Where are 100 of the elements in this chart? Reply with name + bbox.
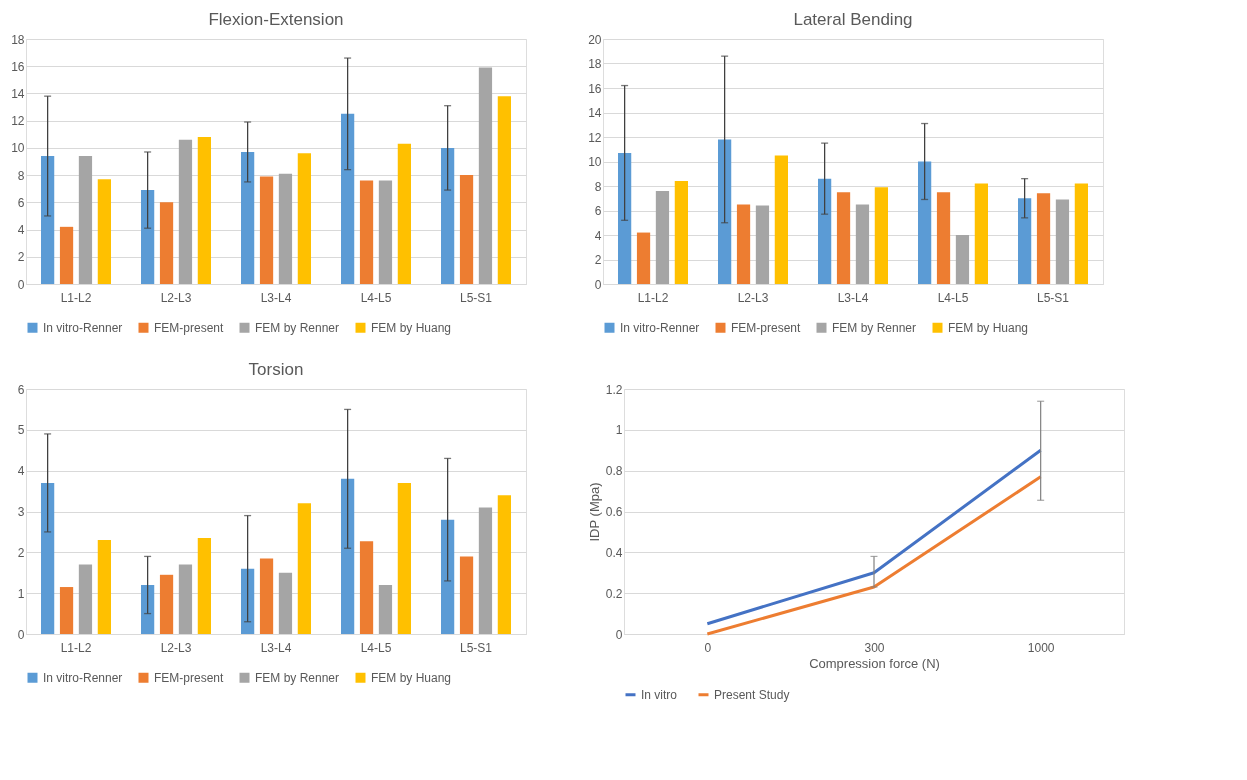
bar (755, 205, 770, 284)
x-tick-label: L3-L4 (260, 290, 292, 305)
x-tick-label: L1-L2 (60, 640, 92, 655)
bar (241, 151, 255, 284)
x-tick-label: 300 (864, 640, 885, 655)
chart-title: Lateral Bending (793, 10, 913, 29)
x-tick-label: L5-S1 (459, 640, 493, 655)
y-tick-label: 16 (588, 81, 602, 96)
bar (297, 153, 311, 284)
bar (974, 183, 988, 284)
y-tick-label: 3 (17, 505, 25, 519)
bar (341, 113, 355, 284)
y-tick-label: 8 (17, 168, 25, 183)
bar (718, 139, 732, 284)
y-tick-label: 1 (17, 586, 25, 601)
bar (459, 556, 474, 634)
y-tick-label: 6 (594, 204, 602, 218)
x-axis-title: Compression force (N) (809, 655, 940, 671)
legend-label: FEM by Renner (255, 320, 340, 335)
bar (41, 156, 55, 284)
y-tick-label: 0.8 (605, 464, 623, 479)
y-tick-label: 10 (588, 155, 602, 169)
y-tick-label: 20 (588, 32, 602, 47)
x-tick-label: L4-L5 (360, 640, 392, 655)
y-tick-label: 0 (17, 277, 25, 292)
bar (97, 179, 111, 284)
x-tick-label: L5-S1 (1036, 290, 1070, 305)
y-tick-label: 0 (594, 277, 602, 292)
bar (1018, 198, 1032, 284)
y-tick-label: 2 (17, 545, 25, 560)
bar (478, 67, 493, 284)
y-tick-label: 14 (588, 106, 602, 120)
y-tick-label: 6 (17, 382, 25, 397)
bar (197, 137, 211, 284)
bar (259, 176, 274, 284)
bar (41, 482, 55, 634)
bar (441, 519, 455, 634)
bar (955, 235, 970, 284)
legend-label: In vitro (641, 687, 678, 702)
bar (1055, 199, 1070, 284)
y-tick-label: 0.4 (605, 545, 623, 560)
x-tick-label: 1000 (1027, 640, 1055, 655)
bar (159, 574, 174, 634)
y-tick-label: 4 (17, 223, 25, 238)
x-tick-label: L2-L3 (160, 640, 192, 655)
x-tick-label: L5-S1 (459, 290, 493, 305)
x-tick-label: 0 (704, 640, 712, 655)
legend-label: Present Study (714, 687, 790, 702)
legend-label: FEM by Renner (832, 320, 917, 335)
x-tick-label: L4-L5 (937, 290, 969, 305)
bar (197, 538, 211, 634)
bar (936, 192, 951, 284)
legend-label: FEM by Huang (371, 670, 452, 685)
bar (497, 495, 511, 634)
chart-title: Torsion (248, 360, 304, 379)
y-tick-label: 12 (11, 114, 25, 129)
bar (278, 173, 293, 284)
x-tick-label: L2-L3 (737, 290, 769, 305)
legend-label: FEM-present (154, 320, 225, 335)
bar (159, 202, 174, 284)
bar (1036, 193, 1051, 284)
y-axis-title: IDP (Mpa) (586, 482, 602, 542)
y-tick-label: 16 (11, 59, 25, 74)
bar (178, 564, 193, 634)
bar (78, 156, 93, 284)
y-tick-label: 10 (11, 141, 25, 156)
bar (397, 482, 411, 634)
bar (1074, 183, 1088, 284)
bar (259, 558, 274, 634)
bar (918, 161, 932, 284)
bar (397, 143, 411, 284)
y-tick-label: 6 (17, 195, 25, 210)
bar (441, 147, 455, 284)
bar (818, 178, 832, 284)
y-tick-label: 0 (17, 627, 25, 642)
x-tick-label: L2-L3 (160, 290, 192, 305)
x-tick-label: L3-L4 (260, 640, 292, 655)
y-tick-label: 1.2 (605, 382, 623, 397)
y-tick-label: 1 (615, 423, 623, 438)
bar (855, 204, 870, 284)
legend-label: In vitro-Renner (43, 670, 123, 685)
x-tick-label: L4-L5 (360, 290, 392, 305)
bar (297, 503, 311, 634)
bar (378, 180, 393, 284)
bar (655, 190, 670, 284)
bar (359, 541, 374, 634)
bar (59, 587, 74, 634)
x-tick-label: L1-L2 (60, 290, 92, 305)
y-tick-label: 14 (11, 86, 25, 101)
y-tick-label: 0.2 (605, 586, 623, 601)
bar (618, 152, 632, 284)
legend-label: FEM-present (731, 320, 802, 335)
bar (141, 585, 155, 634)
bar (674, 181, 688, 284)
bar (836, 192, 851, 284)
bar (459, 175, 474, 284)
bar (141, 190, 155, 284)
y-tick-label: 4 (17, 464, 25, 479)
legend-label: FEM-present (154, 670, 225, 685)
bar (378, 585, 393, 634)
